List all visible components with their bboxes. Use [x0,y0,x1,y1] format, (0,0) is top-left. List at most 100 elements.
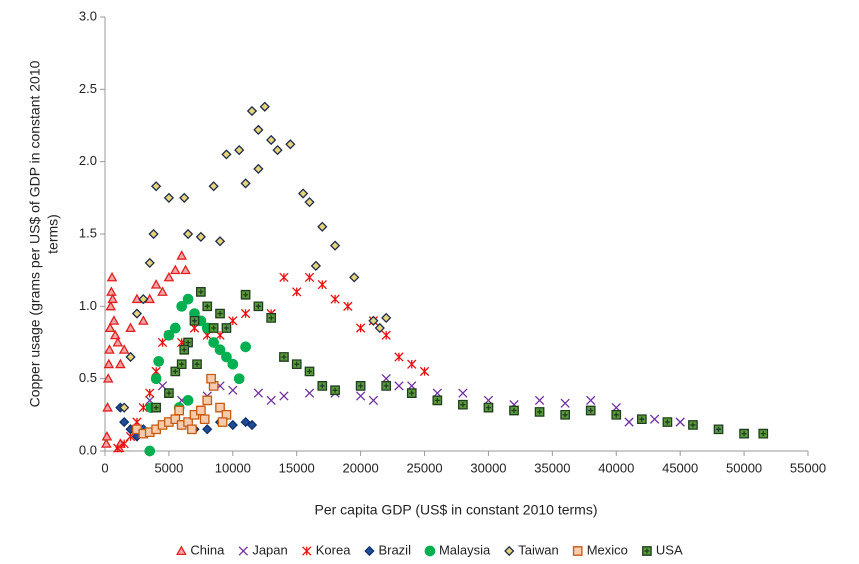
data-point [458,388,468,398]
data-point [739,428,749,439]
data-point [458,399,468,410]
data-point [624,417,634,427]
data-point [195,231,206,243]
data-point [183,337,193,348]
data-point [688,420,698,430]
data-point [394,352,404,362]
data-point [758,428,769,439]
data-point [104,322,116,333]
data-point [202,424,213,435]
x-tick-label: 0 [101,460,108,475]
data-point [675,417,685,427]
legend-marker [364,545,375,557]
data-point [138,402,149,413]
data-point [713,424,724,435]
legend-marker [238,546,248,556]
data-point [534,407,545,417]
data-point [206,373,216,384]
legend-label: Brazil [378,542,411,557]
legend-marker [504,545,515,557]
x-axis-label: Per capita GDP (US$ in constant 2010 ter… [315,502,598,518]
data-point [176,250,187,260]
x-tick-label: 25000 [406,460,442,475]
data-point [509,405,519,416]
legend-label: Mexico [587,542,628,557]
data-point [119,402,130,413]
data-point [317,381,328,391]
x-tick-label: 5000 [154,460,183,475]
data-point [169,264,181,275]
data-point [102,402,113,412]
y-tick-label: 3.0 [79,8,97,23]
data-point [432,395,443,406]
data-point [585,405,596,416]
data-point [355,381,366,391]
data-point [560,409,570,420]
data-point [208,337,219,348]
data-point [304,388,315,398]
data-point [125,351,136,363]
data-point [108,315,120,325]
data-point [102,373,114,383]
data-point [182,228,194,240]
data-point [150,373,162,385]
y-tick-label: 1.5 [79,225,97,240]
data-point [381,330,391,340]
data-point [266,395,276,406]
data-point [349,272,360,283]
data-point [202,301,213,312]
data-point [153,355,165,367]
data-point [174,405,184,416]
data-point [151,402,161,413]
data-point [138,293,149,305]
data-point [106,271,118,282]
y-tick-label: 2.5 [79,81,97,96]
data-point [355,391,366,401]
data-point [103,358,115,369]
data-point [253,163,264,175]
y-axis-label: Copper usage (grams per US$ of GDP in co… [27,60,43,407]
data-point [214,344,226,356]
data-point [164,388,174,398]
data-point [179,344,190,355]
x-tick-label: 45000 [662,460,698,475]
x-tick-label: 10000 [215,460,251,475]
data-point [163,329,175,341]
data-point [419,366,430,377]
data-point [317,279,327,290]
data-point [381,381,392,391]
data-point [266,313,277,323]
data-point [182,293,194,305]
x-tick-label: 55000 [790,460,826,475]
y-tick-label: 1.0 [79,298,97,313]
data-point [240,341,251,353]
data-point [221,409,232,420]
data-point [534,395,545,406]
data-point [105,300,117,311]
data-point [329,240,341,251]
data-point [240,308,251,319]
legend-label: Korea [316,542,351,557]
data-point [310,260,322,271]
data-point [586,395,596,406]
data-point [187,424,197,435]
data-point [196,405,206,416]
data-point [179,192,190,203]
legend-marker [424,545,436,557]
data-point [330,385,340,396]
data-point [157,286,168,296]
data-point [106,286,117,296]
data-point [202,395,213,406]
data-point [118,344,130,354]
data-point [196,287,206,297]
data-point [636,414,647,425]
legend-label: Malaysia [439,542,491,557]
data-point [368,315,379,326]
data-point [199,414,210,425]
data-point [228,385,238,395]
data-point [144,445,156,457]
legend-label: USA [656,542,683,557]
data-point [279,352,289,362]
legend-marker [572,546,583,556]
data-point [221,351,232,363]
